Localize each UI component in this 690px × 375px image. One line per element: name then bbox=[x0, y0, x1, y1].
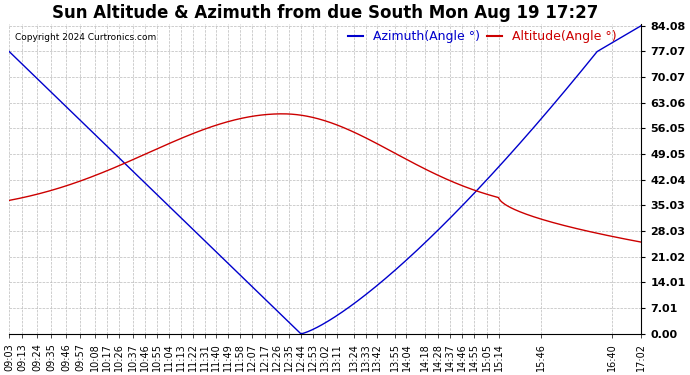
Title: Sun Altitude & Azimuth from due South Mon Aug 19 17:27: Sun Altitude & Azimuth from due South Mo… bbox=[52, 4, 598, 22]
Text: Copyright 2024 Curtronics.com: Copyright 2024 Curtronics.com bbox=[15, 33, 157, 42]
Legend: Azimuth(Angle °), Altitude(Angle °): Azimuth(Angle °), Altitude(Angle °) bbox=[348, 30, 616, 43]
